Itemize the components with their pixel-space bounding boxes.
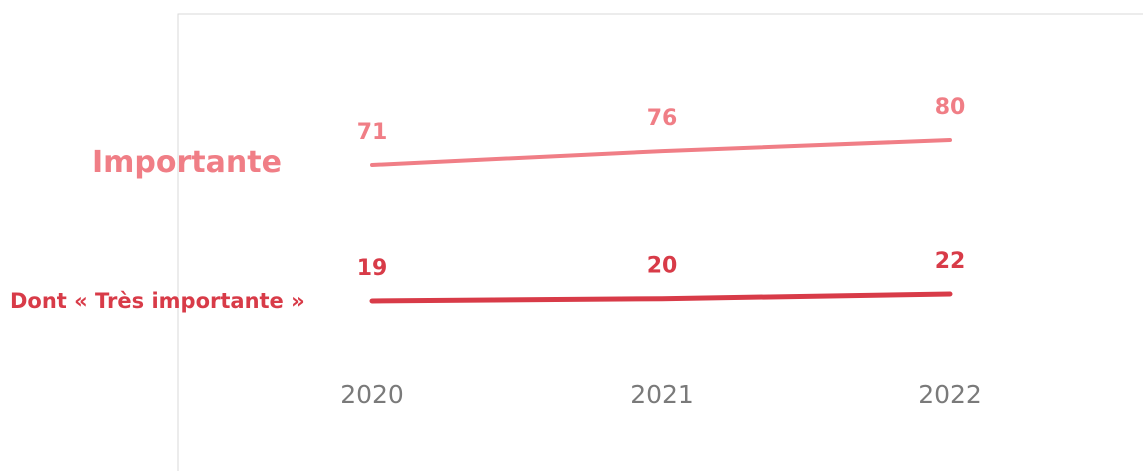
data-label: 22: [935, 249, 966, 274]
x-tick-label: 2021: [630, 380, 694, 409]
data-label: 20: [647, 254, 678, 279]
data-label: 71: [357, 120, 388, 145]
x-tick-label: 2020: [340, 380, 404, 409]
series-line-1: [370, 138, 952, 167]
data-label: 19: [357, 256, 388, 281]
data-label: 80: [935, 95, 966, 120]
series-line-2: [369, 291, 953, 304]
series-label-2: Dont « Très importante »: [10, 289, 305, 313]
x-tick-label: 2022: [918, 380, 982, 409]
data-label: 76: [647, 106, 678, 131]
series-label-1: Importante: [92, 145, 282, 180]
plot-frame: [177, 13, 1143, 471]
